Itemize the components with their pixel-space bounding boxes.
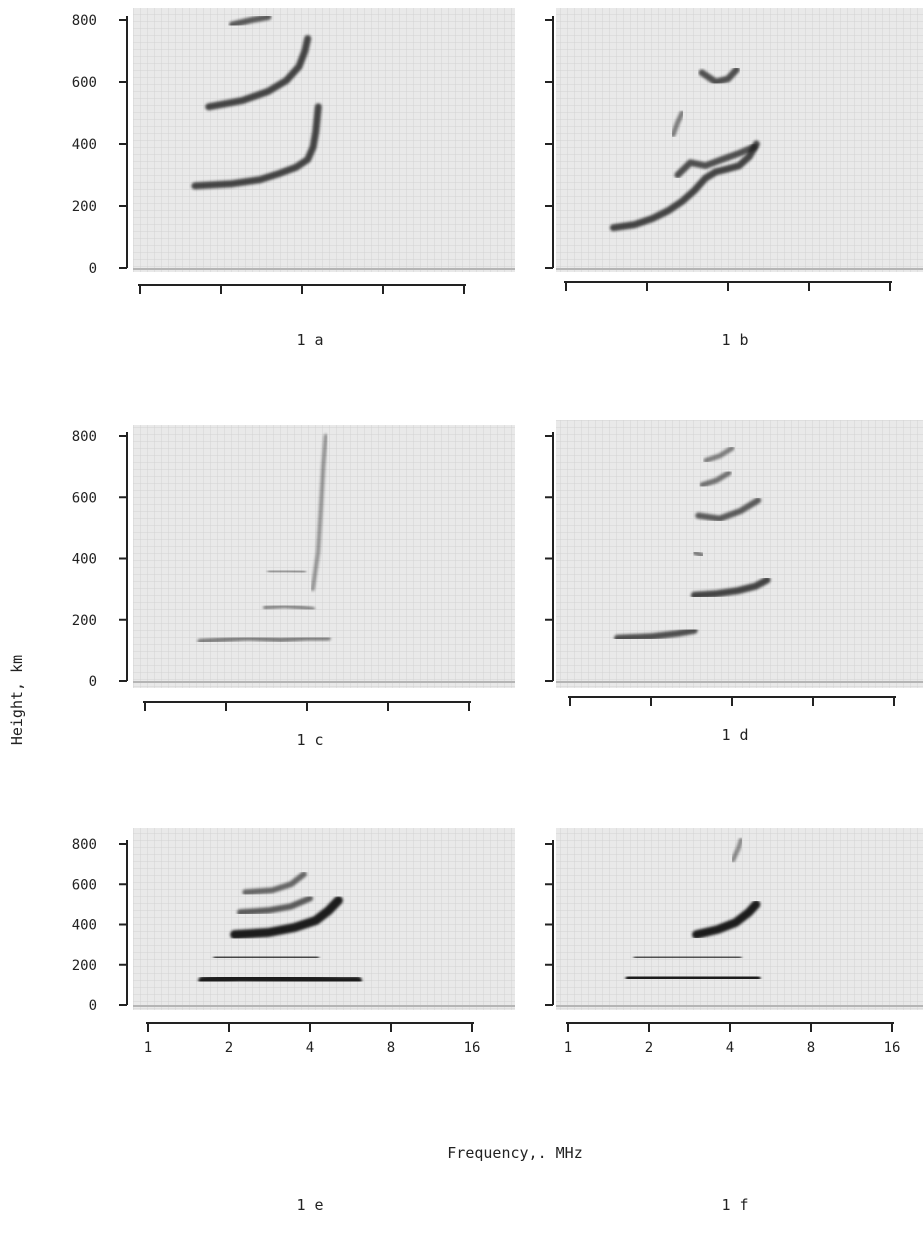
- x-tick-label: 4: [306, 1040, 314, 1056]
- echo-trace: [691, 549, 705, 558]
- echo-trace: [230, 895, 343, 940]
- echo-trace: [213, 953, 320, 962]
- echo-trace: [191, 103, 322, 190]
- y-tick-label: 600: [72, 75, 97, 91]
- echo-trace: [690, 576, 771, 599]
- panel-3: 0 200 400 600 800 1 c: [72, 425, 515, 749]
- echo-trace: [242, 871, 307, 896]
- y-tick-label: 400: [72, 552, 97, 568]
- x-tick-label: 16: [884, 1040, 901, 1056]
- panel-4: 1 d: [545, 420, 923, 744]
- echo-trace: [237, 895, 314, 916]
- x-tick-label: 8: [807, 1040, 815, 1056]
- panel-label: 1 c: [296, 731, 323, 749]
- echo-trace: [310, 433, 328, 592]
- echo-trace: [267, 568, 307, 575]
- y-tick-label: 800: [72, 837, 97, 853]
- y-tick-label: 0: [89, 998, 97, 1014]
- y-tick-label: 600: [72, 877, 97, 893]
- y-tick-label: 600: [72, 490, 97, 506]
- panel-2: 1 b: [545, 8, 923, 349]
- x-axis-label: Frequency,. MHz: [447, 1144, 582, 1162]
- panel-6: 1 2 4 8 16 1 f: [545, 828, 923, 1214]
- panel-label: 1 b: [721, 331, 748, 349]
- x-tick-label: 4: [726, 1040, 734, 1056]
- echo-trace: [670, 110, 685, 138]
- ionogram-film: [133, 8, 515, 272]
- panel-label: 1 a: [296, 331, 323, 349]
- y-tick-label: 800: [72, 13, 97, 29]
- echo-trace: [609, 140, 760, 232]
- y-tick-label: 400: [72, 137, 97, 153]
- echo-trace: [703, 445, 735, 463]
- panel-1: 0 200 400 600 800 1 a: [72, 8, 515, 349]
- echo-trace: [674, 143, 758, 179]
- y-tick-label: 800: [72, 429, 97, 445]
- echo-trace: [198, 973, 363, 986]
- x-tick-label: 1: [144, 1040, 152, 1056]
- panel-label: 1 f: [721, 1196, 748, 1214]
- echo-trace: [614, 627, 698, 642]
- panel-label: 1 e: [296, 1196, 323, 1214]
- echo-trace: [730, 837, 744, 863]
- x-tick-label: 8: [387, 1040, 395, 1056]
- x-tick-label: 2: [645, 1040, 653, 1056]
- y-tick-label: 0: [89, 261, 97, 277]
- y-tick-label: 200: [72, 199, 97, 215]
- echo-trace: [699, 470, 732, 488]
- y-tick-label: 200: [72, 613, 97, 629]
- echo-trace: [205, 35, 312, 111]
- ionogram-film: [556, 8, 923, 272]
- echo-trace: [263, 603, 315, 612]
- echo-trace: [229, 13, 272, 28]
- echo-trace: [698, 66, 740, 86]
- x-tick-label: 16: [464, 1040, 481, 1056]
- echo-trace: [695, 497, 762, 522]
- x-tick-label: 2: [225, 1040, 233, 1056]
- y-tick-label: 0: [89, 674, 97, 690]
- y-tick-label: 400: [72, 918, 97, 934]
- y-tick-label: 200: [72, 958, 97, 974]
- echo-trace: [625, 972, 761, 984]
- echo-trace: [197, 635, 331, 644]
- panel-5: 0 200 400 600 800 1 2 4 8 16 1 e: [72, 828, 515, 1214]
- x-tick-label: 1: [564, 1040, 572, 1056]
- ionogram-film: [556, 420, 923, 688]
- panel-label: 1 d: [721, 726, 748, 744]
- echo-trace: [633, 953, 742, 961]
- y-axis-label: Height, km: [8, 655, 26, 745]
- echo-trace: [692, 900, 761, 939]
